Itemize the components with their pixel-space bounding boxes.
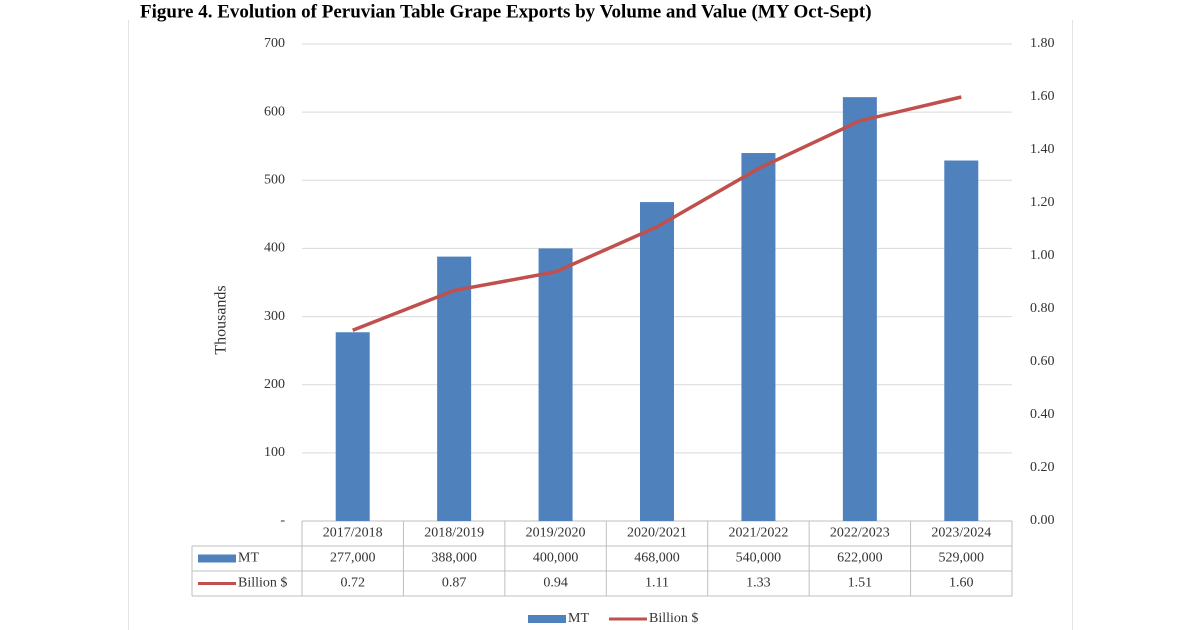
y-tick-label: 200 [264, 377, 285, 392]
y-tick-label: 700 [264, 36, 285, 51]
x-tick-label: 2023/2024 [931, 526, 991, 541]
legend-label: MT [568, 611, 589, 626]
bar [741, 153, 776, 521]
table-value: 277,000 [330, 551, 376, 566]
y2-tick-label: 0.20 [1030, 460, 1055, 475]
y2-tick-label: 0.60 [1030, 354, 1055, 369]
table-value: 1.60 [949, 576, 974, 591]
bar [335, 332, 370, 521]
table-value: 0.72 [340, 576, 365, 591]
x-tick-label: 2017/2018 [323, 526, 383, 541]
y-tick-label: 400 [264, 241, 285, 256]
table-value: 0.87 [442, 576, 467, 591]
table-value: 1.51 [848, 576, 873, 591]
legend-label: Billion $ [649, 611, 698, 626]
x-tick-label: 2021/2022 [728, 526, 788, 541]
table-value: 468,000 [634, 551, 680, 566]
y2-tick-label: 1.40 [1030, 142, 1055, 157]
table-value: 1.11 [645, 576, 669, 591]
bar [640, 202, 674, 521]
table-value: 0.94 [543, 576, 568, 591]
bar [944, 160, 979, 521]
y2-tick-label: 0.00 [1030, 513, 1055, 528]
y2-tick-label: 1.80 [1030, 36, 1055, 51]
y-tick-label: 300 [264, 309, 285, 324]
table-value: 622,000 [837, 551, 883, 566]
table-value: 400,000 [533, 551, 579, 566]
table-value: 529,000 [939, 551, 985, 566]
bar [842, 97, 877, 521]
table-swatch [198, 554, 236, 563]
line [352, 95, 962, 332]
y-tick-label: 100 [264, 445, 285, 460]
y2-tick-label: 1.60 [1030, 89, 1055, 104]
y2-tick-label: 0.80 [1030, 301, 1055, 316]
bar [437, 256, 472, 521]
table-series-name: MT [238, 551, 259, 566]
x-tick-label: 2020/2021 [627, 526, 687, 541]
y-axis-label: Thousands [213, 285, 230, 354]
y-tick-label: - [280, 513, 285, 528]
y2-tick-label: 0.40 [1030, 407, 1055, 422]
x-tick-label: 2022/2023 [830, 526, 890, 541]
chart-title: Figure 4. Evolution of Peruvian Table Gr… [140, 1, 872, 22]
table-value: 388,000 [431, 551, 477, 566]
y-tick-label: 500 [264, 173, 285, 188]
table-series-name: Billion $ [238, 576, 287, 591]
table-value: 1.33 [746, 576, 771, 591]
x-tick-label: 2018/2019 [424, 526, 484, 541]
y2-tick-label: 1.20 [1030, 195, 1055, 210]
table-value: 540,000 [736, 551, 782, 566]
x-tick-label: 2019/2020 [526, 526, 586, 541]
y2-tick-label: 1.00 [1030, 248, 1055, 263]
bar [538, 248, 573, 521]
legend-swatch [528, 615, 566, 623]
y-tick-label: 600 [264, 104, 285, 119]
